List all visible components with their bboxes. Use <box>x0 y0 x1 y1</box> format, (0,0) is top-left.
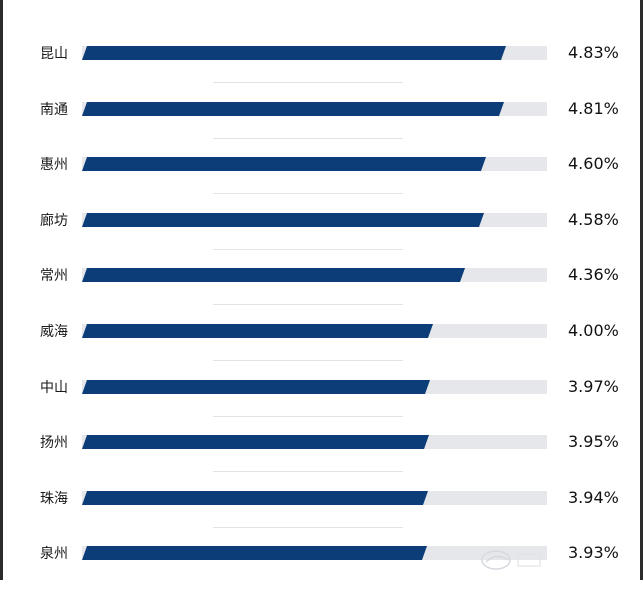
chart-row: 泉州 3.93% <box>0 543 643 602</box>
value-label: 3.95% <box>568 432 619 451</box>
category-label: 中山 <box>40 380 68 396</box>
bar-track <box>82 380 547 394</box>
chart-row: 扬州 3.95% <box>0 432 643 491</box>
chart-row: 珠海 3.94% <box>0 488 643 547</box>
chart-row: 威海 4.00% <box>0 321 643 380</box>
row-divider <box>213 82 403 83</box>
chart-row: 昆山 4.83% <box>0 43 643 102</box>
watermark-logo <box>481 550 541 570</box>
value-label: 4.00% <box>568 321 619 340</box>
bar-track <box>82 546 547 560</box>
bar <box>82 324 433 338</box>
value-label: 3.93% <box>568 543 619 562</box>
category-label: 惠州 <box>40 157 68 173</box>
row-divider <box>213 360 403 361</box>
value-label: 3.97% <box>568 377 619 396</box>
category-label: 扬州 <box>40 435 68 451</box>
category-label: 昆山 <box>40 46 68 62</box>
category-label: 廊坊 <box>40 213 68 229</box>
row-divider <box>213 471 403 472</box>
bar-track <box>82 46 547 60</box>
category-label: 威海 <box>40 324 68 340</box>
bar-track <box>82 435 547 449</box>
chart-row: 南通 4.81% <box>0 99 643 158</box>
value-label: 4.36% <box>568 265 619 284</box>
bar <box>82 435 429 449</box>
row-divider <box>213 527 403 528</box>
value-label: 4.58% <box>568 210 619 229</box>
bar <box>82 46 506 60</box>
bar <box>82 491 428 505</box>
bar-track <box>82 268 547 282</box>
bar <box>82 213 484 227</box>
bar <box>82 268 465 282</box>
bar-track <box>82 102 547 116</box>
left-frame-edge <box>0 0 3 580</box>
value-label: 4.81% <box>568 99 619 118</box>
category-label: 珠海 <box>40 491 68 507</box>
right-frame-edge <box>640 0 643 580</box>
bar <box>82 546 427 560</box>
row-divider <box>213 416 403 417</box>
value-label: 4.83% <box>568 43 619 62</box>
bar-track <box>82 157 547 171</box>
chart-row: 廊坊 4.58% <box>0 210 643 269</box>
bar <box>82 380 430 394</box>
bar-track <box>82 491 547 505</box>
row-divider <box>213 249 403 250</box>
category-label: 泉州 <box>40 546 68 562</box>
bar-track <box>82 213 547 227</box>
chart-row: 惠州 4.60% <box>0 154 643 213</box>
category-label: 常州 <box>40 268 68 284</box>
chart-row: 中山 3.97% <box>0 377 643 436</box>
row-divider <box>213 304 403 305</box>
category-label: 南通 <box>40 102 68 118</box>
bar <box>82 102 504 116</box>
chart-row: 常州 4.36% <box>0 265 643 324</box>
value-label: 4.60% <box>568 154 619 173</box>
bar-track <box>82 324 547 338</box>
row-divider <box>213 193 403 194</box>
bar <box>82 157 486 171</box>
row-divider <box>213 138 403 139</box>
value-label: 3.94% <box>568 488 619 507</box>
